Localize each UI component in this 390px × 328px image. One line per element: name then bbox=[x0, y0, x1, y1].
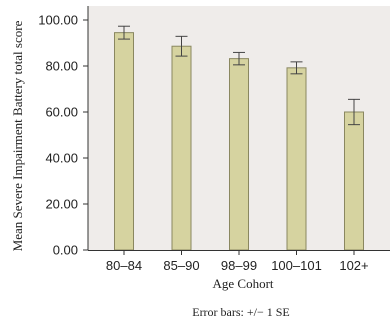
y-tick-label: 60.00 bbox=[45, 105, 78, 120]
x-tick-label: 85–90 bbox=[163, 258, 199, 273]
bar bbox=[229, 58, 249, 251]
y-axis-title: Mean Severe Impairment Battery total sco… bbox=[10, 20, 25, 251]
error-bars-group bbox=[118, 25, 360, 126]
x-tick-label: 98–99 bbox=[221, 258, 257, 273]
y-tick-label: 0.00 bbox=[53, 243, 78, 258]
bar bbox=[344, 111, 364, 251]
y-tick-label: 20.00 bbox=[45, 197, 78, 212]
x-axis: 80–84 85–90 98–99 100–101 102+ bbox=[88, 250, 390, 273]
y-tick-label: 80.00 bbox=[45, 59, 78, 74]
bar bbox=[286, 67, 307, 251]
y-tick-label: 100.00 bbox=[38, 13, 78, 28]
error-bar bbox=[118, 25, 130, 40]
bar bbox=[171, 45, 192, 251]
x-tick-label: 100–101 bbox=[271, 258, 322, 273]
error-bar bbox=[290, 61, 303, 75]
bar bbox=[114, 32, 134, 251]
error-bar bbox=[233, 51, 245, 66]
error-bar bbox=[348, 98, 360, 126]
x-axis-title: Age Cohort bbox=[212, 276, 273, 291]
y-tick-label: 40.00 bbox=[45, 151, 78, 166]
error-bars-note: Error bars: +/− 1 SE bbox=[192, 305, 290, 319]
x-tick-label: 102+ bbox=[339, 258, 368, 273]
error-bar bbox=[175, 35, 188, 57]
y-axis: 0.00 20.00 40.00 60.00 80.00 100.00 bbox=[38, 6, 89, 258]
bars-group bbox=[114, 32, 364, 251]
x-tick-label: 80–84 bbox=[106, 258, 142, 273]
